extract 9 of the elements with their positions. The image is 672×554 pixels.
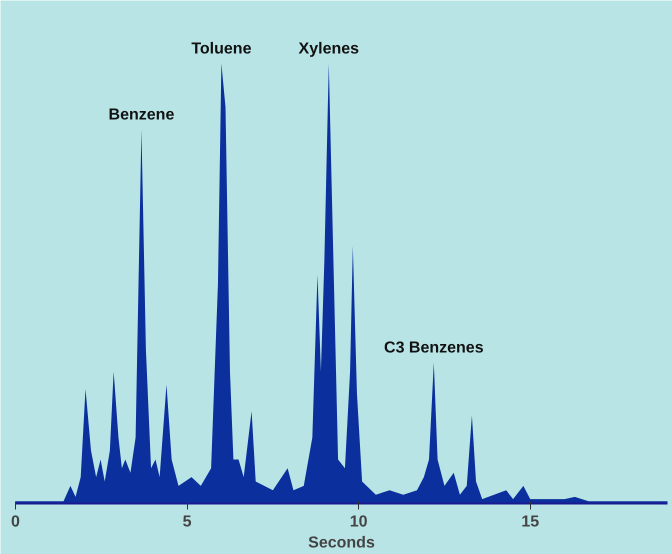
x-axis-title: Seconds: [308, 534, 375, 552]
annotation: Benzene: [108, 106, 174, 124]
annotation: Xylenes: [298, 40, 360, 58]
x-tick-label: 0: [11, 514, 20, 530]
x-tick-label: 5: [182, 514, 192, 530]
annotation: Toluene: [191, 40, 252, 58]
x-tick-label: 15: [521, 514, 540, 530]
annotation: C3 Benzenes: [384, 340, 484, 357]
x-tick-label: 10: [350, 514, 368, 530]
